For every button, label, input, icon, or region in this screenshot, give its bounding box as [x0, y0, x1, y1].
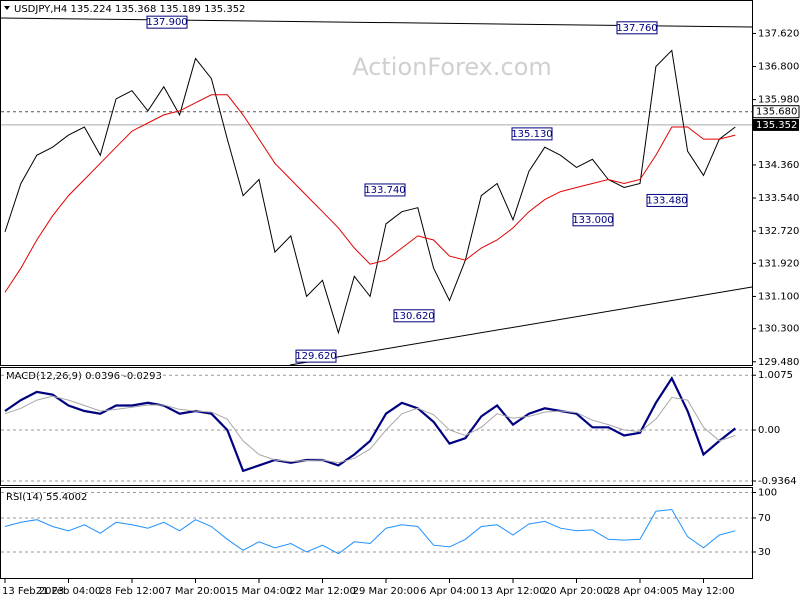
trendline	[289, 286, 753, 366]
x-tick-label: 20 Apr 20:00	[544, 586, 609, 597]
annotation-label: 137.900	[146, 17, 187, 28]
macd-panel	[0, 367, 753, 486]
y-tick-label: 130.300	[758, 324, 799, 335]
symbol-icon	[4, 6, 10, 10]
x-tick-label: 22 Mar 12:00	[289, 586, 356, 597]
y-tick-label: 131.920	[758, 258, 799, 269]
series-line	[4, 49, 736, 335]
panel-title: MACD(12,26,9) 0.0396 -0.0293	[6, 371, 162, 382]
series-line	[4, 395, 736, 464]
panel-title: USDJPY,H4 135.224 135.368 135.189 135.35…	[14, 4, 245, 15]
y-tick-label: 0.00	[758, 425, 780, 436]
series-line	[4, 94, 736, 293]
annotation-label: 129.620	[295, 351, 336, 362]
y-tick-label: 70	[758, 513, 771, 524]
annotation-label: 130.620	[393, 311, 434, 322]
annotation-label: 133.480	[646, 195, 687, 206]
x-tick-label: 29 Mar 20:00	[353, 586, 420, 597]
y-tick-label: 1.0075	[758, 370, 793, 381]
series-line	[4, 376, 736, 473]
x-tick-label: 21 Feb 04:00	[36, 586, 102, 597]
x-tick-label: 5 May 12:00	[672, 586, 734, 597]
annotation-label: 135.130	[511, 129, 552, 140]
rsi-panel	[0, 487, 753, 579]
y-tick-label: 30	[758, 547, 771, 558]
annotation-box	[295, 349, 337, 363]
x-tick-label: 28 Feb 12:00	[99, 586, 165, 597]
series-line	[4, 508, 736, 555]
y-tick-label: 136.800	[758, 62, 799, 73]
x-tick-label: 13 Apr 12:00	[480, 586, 545, 597]
y-tick-label: 129.480	[758, 357, 799, 368]
annotation-box	[616, 21, 658, 35]
annotation-label: 133.000	[572, 215, 613, 226]
level-label-box	[752, 105, 800, 119]
annotation-label: 137.760	[616, 23, 657, 34]
annotation-label: 133.740	[364, 185, 405, 196]
x-tick-label: 28 Apr 04:00	[607, 586, 672, 597]
annotation-box	[146, 15, 188, 29]
x-tick-label: 15 Mar 04:00	[226, 586, 293, 597]
annotation-box	[393, 309, 435, 323]
y-tick-label: 131.100	[758, 291, 799, 302]
y-tick-label: 100	[758, 488, 777, 499]
price-panel	[0, 0, 753, 366]
x-tick-label: 13 Feb 2023	[2, 586, 64, 597]
y-tick-label: 135.980	[758, 95, 799, 106]
level-label: 135.680	[756, 107, 797, 118]
annotation-box	[511, 127, 553, 141]
annotation-box	[572, 213, 614, 227]
x-tick-label: 7 Mar 20:00	[165, 586, 225, 597]
annotation-box	[364, 183, 406, 197]
watermark: ActionForex.com	[352, 53, 552, 81]
x-tick-label: 6 Apr 04:00	[420, 586, 479, 597]
panel-title: RSI(14) 55.4002	[6, 492, 87, 503]
y-tick-label: 132.720	[758, 226, 799, 237]
y-tick-label: 134.360	[758, 160, 799, 171]
level-label-box	[753, 118, 799, 131]
annotation-box	[646, 193, 688, 207]
level-label: 135.352	[756, 120, 797, 131]
y-tick-label: 133.540	[758, 193, 799, 204]
y-tick-label: 137.620	[758, 28, 799, 39]
y-tick-label: -0.9364	[758, 476, 797, 487]
